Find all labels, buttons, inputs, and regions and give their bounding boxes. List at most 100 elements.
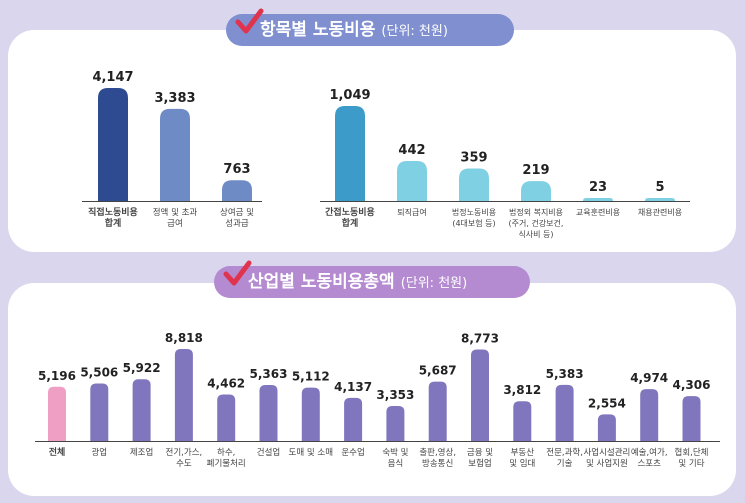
industry-category-label-7: 운수업 [341, 448, 364, 458]
industry-value-label-6: 5,112 [292, 370, 330, 384]
labor-cost-by-item-panel [8, 30, 736, 252]
industry-value-label-9: 5,687 [419, 364, 457, 378]
indirect-cost-category-label-4: 교육훈련비용 [576, 207, 620, 217]
indirect-cost-category-label-3-line-2: 식사비 등) [518, 230, 553, 239]
industry-category-label-3-line-0: 전기,가스, [166, 447, 203, 458]
industry-value-label-5: 5,363 [250, 367, 288, 381]
direct-cost-category-label-2-line-1: 성과급 [225, 219, 249, 229]
industry-category-label-12-line-1: 기술 [557, 459, 573, 469]
industry-category-label-2: 제조업 [130, 448, 153, 458]
chart2-unit: (단위: 천원) [400, 276, 468, 291]
industry-value-label-13: 2,554 [588, 396, 626, 410]
direct-cost-category-label-2-line-0: 상여금 및 [220, 207, 254, 218]
industry-value-label-7: 4,137 [334, 380, 372, 394]
industry-value-label-12: 5,383 [546, 367, 584, 381]
indirect-cost-category-label-5: 채용관련비용 [638, 207, 682, 217]
industry-category-label-10-line-1: 보험업 [468, 459, 491, 469]
industry-bar-9 [428, 381, 447, 441]
industry-value-label-4: 4,462 [207, 376, 245, 390]
indirect-cost-category-label-3-line-1: (주거, 건강보건, [509, 218, 564, 228]
industry-bar-7 [344, 397, 363, 441]
industry-category-label-9-line-0: 출판,영상, [419, 447, 456, 458]
industry-category-label-1: 광업 [91, 447, 107, 458]
industry-bar-2 [132, 379, 151, 441]
industry-category-label-6: 도매 및 소매 [289, 447, 334, 458]
industry-category-label-4-line-1: 폐기물처리 [207, 458, 246, 469]
industry-value-label-14: 4,974 [630, 371, 668, 385]
indirect-cost-bar-2 [459, 168, 489, 201]
chart1-unit: (단위: 천원) [381, 24, 448, 39]
direct-cost-bar-1 [160, 108, 190, 201]
indirect-cost-category-label-2-line-1: (4대보험 등) [452, 219, 495, 228]
industry-bar-1 [90, 383, 109, 441]
industry-value-label-11: 3,812 [503, 383, 541, 397]
chart2-title: 산업별 노동비용총액 [248, 272, 395, 292]
indirect-cost-bar-5 [645, 198, 675, 201]
labor-cost-by-industry-panel [8, 283, 736, 496]
industry-category-label-10-line-0: 금융 및 [467, 447, 493, 458]
industry-category-label-4-line-0: 하수, [217, 447, 235, 458]
indirect-cost-value-label-3: 219 [522, 163, 549, 178]
indirect-cost-value-label-2: 359 [460, 150, 487, 165]
industry-bar-8 [386, 406, 405, 441]
chart2-title-pill: 산업별 노동비용총액 (단위: 천원) [214, 260, 530, 298]
indirect-cost-bar-1 [397, 160, 427, 201]
industry-bar-3 [174, 349, 193, 441]
industry-category-label-0: 전체 [49, 446, 66, 458]
industry-category-label-5: 건설업 [257, 447, 280, 458]
industry-category-label-14-line-0: 예술,여가, [631, 447, 668, 458]
check-mark-icon [235, 8, 264, 34]
indirect-cost-value-label-1: 442 [398, 143, 425, 158]
industry-bar-5 [259, 385, 278, 441]
indirect-cost-bar-4 [583, 198, 613, 201]
industry-category-label-13-line-0: 사업시설관리 [583, 447, 630, 458]
direct-cost-value-label-2: 763 [223, 162, 250, 177]
indirect-cost-value-label-5: 5 [655, 180, 664, 195]
industry-bar-6 [301, 387, 320, 441]
direct-cost-category-label-1-line-1: 급여 [167, 218, 183, 229]
direct-cost-bar-2 [222, 180, 252, 201]
indirect-cost-category-label-3-line-0: 법정외 복지비용 [509, 207, 563, 217]
industry-category-label-13-line-1: 및 사업지원 [586, 458, 628, 469]
industry-value-label-1: 5,506 [80, 366, 118, 380]
industry-value-label-15: 4,306 [673, 378, 711, 392]
indirect-cost-value-label-4: 23 [589, 180, 607, 195]
check-mark-icon [223, 260, 252, 286]
indirect-cost-category-label-1: 퇴직급여 [397, 207, 426, 217]
chart1-title: 항목별 노동비용 [260, 20, 376, 40]
indirect-cost-bar-0 [335, 106, 365, 201]
direct-cost-category-label-0-line-1: 합계 [105, 217, 122, 229]
direct-cost-value-label-1: 3,383 [154, 91, 195, 106]
industry-bar-11 [513, 401, 532, 441]
industry-bar-14 [640, 389, 659, 441]
industry-value-label-10: 8,773 [461, 331, 499, 345]
industry-category-label-15-line-1: 및 기타 [678, 458, 704, 469]
industry-category-label-15-line-0: 협회,단체 [675, 447, 709, 458]
indirect-cost-value-label-0: 1,049 [329, 88, 370, 103]
industry-value-label-3: 8,818 [165, 331, 203, 345]
industry-category-label-12-line-0: 전문,과학, [546, 447, 583, 458]
indirect-cost-category-label-0-line-0: 간접노동비용 [325, 206, 375, 218]
industry-category-label-9-line-1: 방송통신 [422, 458, 453, 469]
industry-category-label-8-line-0: 숙박 및 [382, 447, 408, 458]
direct-cost-category-label-0-line-0: 직접노동비용 [88, 206, 138, 218]
industry-value-label-2: 5,922 [123, 361, 161, 375]
industry-bar-4 [217, 394, 236, 441]
industry-category-label-8-line-1: 음식 [388, 459, 404, 469]
industry-bar-15 [682, 396, 701, 441]
indirect-cost-category-label-0-line-1: 합계 [342, 217, 359, 229]
industry-category-label-11-line-1: 및 임대 [509, 458, 535, 469]
indirect-cost-category-label-2-line-0: 법정노동비용 [452, 207, 496, 217]
chart1-title-pill: 항목별 노동비용 (단위: 천원) [226, 8, 514, 46]
industry-bar-0 [48, 386, 66, 441]
industry-bar-10 [471, 349, 489, 441]
industry-value-label-8: 3,353 [376, 388, 414, 402]
industry-value-label-0: 5,196 [38, 369, 76, 383]
industry-bar-13 [597, 414, 616, 441]
indirect-cost-bar-3 [521, 181, 551, 201]
industry-category-label-11-line-0: 부동산 [511, 447, 535, 458]
direct-cost-bar-0 [98, 88, 128, 201]
direct-cost-category-label-1-line-0: 정액 및 초과 [153, 207, 198, 218]
